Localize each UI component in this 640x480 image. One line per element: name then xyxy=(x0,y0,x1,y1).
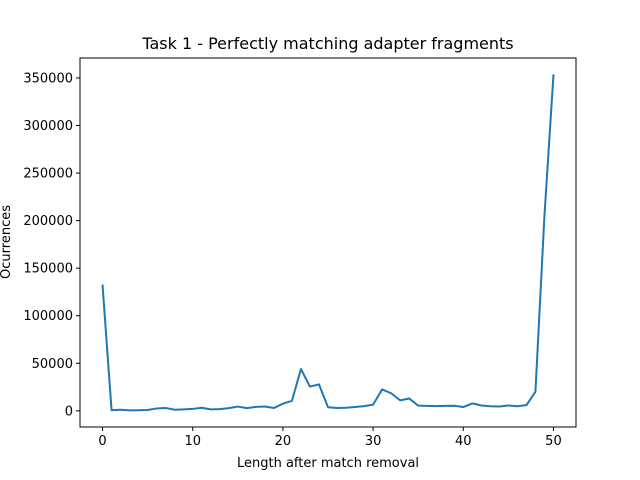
x-axis-label: Length after match removal xyxy=(237,456,419,471)
y-tick-label: 100000 xyxy=(23,309,73,324)
y-tick-label: 200000 xyxy=(23,214,73,229)
x-tick-label: 50 xyxy=(545,434,562,449)
y-tick-label: 300000 xyxy=(23,119,73,134)
plot-frame xyxy=(79,57,577,428)
y-axis-label: Ocurrences xyxy=(0,205,14,279)
y-tick-label: 150000 xyxy=(23,262,73,277)
x-tick-label: 30 xyxy=(365,434,382,449)
y-tick-label: 0 xyxy=(65,404,73,419)
chart-title: Task 1 - Perfectly matching adapter frag… xyxy=(141,34,513,53)
y-tick-label: 250000 xyxy=(23,167,73,182)
y-axis-ticks: 0 50000 100000 150000 200000 250000 300000 3500… xyxy=(23,71,80,419)
y-tick-label: 350000 xyxy=(23,71,73,86)
plot-area xyxy=(80,58,576,427)
x-tick-label: 20 xyxy=(275,434,292,449)
x-axis-ticks: 0 10 20 30 40 50 xyxy=(98,427,562,449)
x-tick-label: 40 xyxy=(455,434,472,449)
series-line xyxy=(101,74,555,412)
y-tick-label: 50000 xyxy=(32,357,73,372)
x-tick-label: 10 xyxy=(184,434,201,449)
x-tick-label: 0 xyxy=(98,434,106,449)
